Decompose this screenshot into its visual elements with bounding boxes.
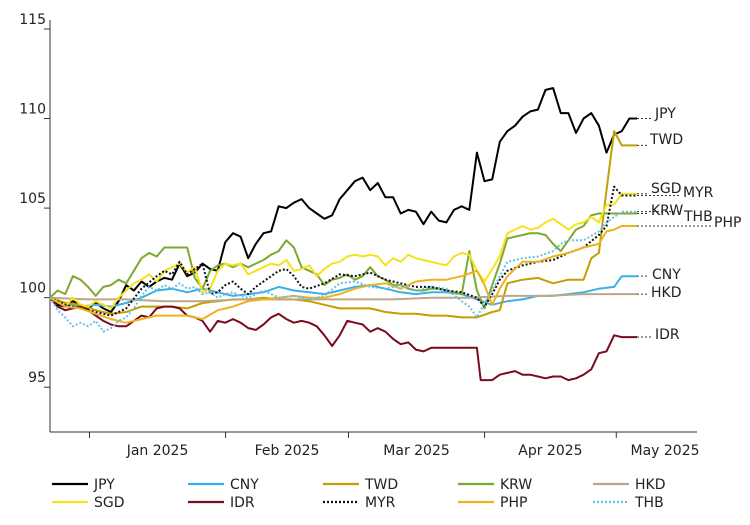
series-line-php — [49, 225, 637, 324]
legend-label-hkd: HKD — [635, 477, 666, 493]
legend-label-jpy: JPY — [93, 477, 115, 493]
x-tick-label-2: Mar 2025 — [383, 443, 450, 459]
legend-label-php: PHP — [500, 495, 527, 511]
y-tick-label-105: 105 — [19, 191, 46, 207]
legend-label-cny: CNY — [230, 477, 259, 493]
x-tick-label-4: May 2025 — [630, 443, 699, 459]
series-layer — [49, 87, 637, 382]
end-label-myr: MYR — [683, 185, 714, 201]
series-line-sgd — [49, 192, 637, 310]
legend-label-twd: TWD — [364, 477, 398, 493]
series-line-hkd — [49, 293, 637, 303]
y-tick-label-95: 95 — [28, 370, 46, 386]
x-tick-label-0: Jan 2025 — [126, 443, 189, 459]
y-tick-label-110: 110 — [19, 102, 46, 118]
x-tick-label-1: Feb 2025 — [255, 443, 320, 459]
end-label-php: PHP — [714, 215, 741, 231]
axes: 95 100 105 110 115 Jan 2025 Feb 2025 Mar 2025 Ap… — [19, 12, 699, 459]
end-label-idr: IDR — [655, 327, 680, 343]
end-label-thb: THB — [683, 209, 713, 225]
legend: JPY CNY TWD KRW HKD SGD IDR MYR PHP THB — [52, 477, 666, 511]
y-tick-label-100: 100 — [19, 281, 46, 297]
end-label-krw: KRW — [651, 203, 683, 219]
legend-label-myr: MYR — [365, 495, 396, 511]
y-tick-label-115: 115 — [19, 12, 46, 28]
end-label-jpy: JPY — [654, 106, 676, 122]
end-label-hkd: HKD — [651, 285, 682, 301]
legend-label-idr: IDR — [230, 495, 255, 511]
series-line-twd — [49, 130, 637, 319]
legend-label-thb: THB — [634, 495, 664, 511]
end-label-cny: CNY — [652, 267, 681, 283]
end-label-twd: TWD — [649, 132, 683, 148]
series-line-krw — [49, 212, 637, 310]
series-line-idr — [49, 297, 637, 382]
legend-label-sgd: SGD — [94, 495, 125, 511]
series-line-jpy — [49, 87, 637, 313]
legend-label-krw: KRW — [500, 477, 532, 493]
end-label-sgd: SGD — [651, 181, 682, 197]
x-tick-label-3: Apr 2025 — [518, 443, 582, 459]
series-line-myr — [49, 185, 637, 317]
series-line-thb — [49, 210, 637, 333]
